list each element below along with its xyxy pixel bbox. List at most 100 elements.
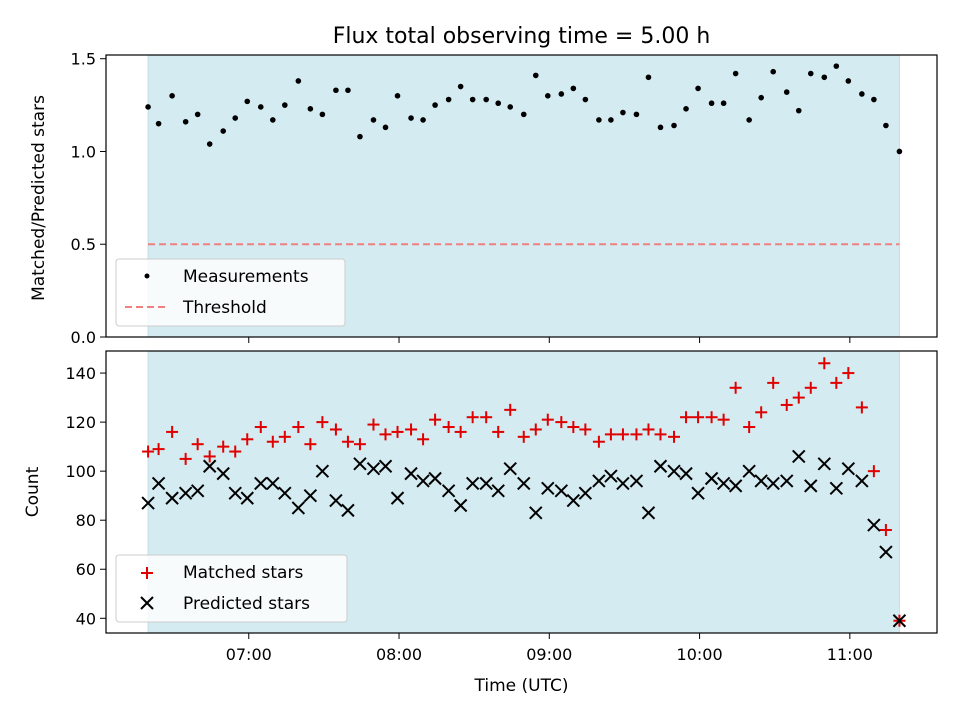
matched-star-point xyxy=(767,376,780,389)
predicted-star-point xyxy=(479,476,493,491)
predicted-star-point xyxy=(554,484,569,498)
predicted-star-point xyxy=(165,491,179,505)
matched-star-point xyxy=(541,413,554,426)
predicted-star-point xyxy=(879,545,893,559)
measurement-point xyxy=(544,93,551,99)
count-y-tick-label: 100 xyxy=(65,462,96,481)
measurement-point xyxy=(257,104,264,110)
matched-star-point xyxy=(792,391,805,404)
measurement-point xyxy=(182,118,189,125)
matched-star-point xyxy=(818,357,831,370)
count-legend: Matched stars Predicted stars xyxy=(115,554,348,623)
measurement-point xyxy=(145,104,151,110)
measurement-point xyxy=(244,98,251,105)
matched-star-point xyxy=(705,411,718,424)
measurement-point xyxy=(871,96,877,103)
measurement-point xyxy=(783,89,790,95)
predicted-star-point xyxy=(566,493,581,508)
measurement-point xyxy=(232,115,239,121)
matched-star-point xyxy=(592,435,605,448)
measurement-point xyxy=(357,133,363,140)
measurement-point xyxy=(695,85,701,92)
measurement-point xyxy=(333,87,339,94)
measurement-point xyxy=(720,100,727,107)
legend-measurements-label: Measurements xyxy=(183,267,309,287)
measurement-point xyxy=(370,117,377,123)
matched-star-point xyxy=(729,381,742,394)
predicted-star-point xyxy=(742,464,756,478)
predicted-star-point xyxy=(491,484,505,498)
measurement-point xyxy=(883,122,889,129)
predicted-star-point xyxy=(728,479,743,493)
matched-star-point xyxy=(142,445,155,458)
measurement-point xyxy=(708,100,715,107)
matched-star-point xyxy=(842,367,855,380)
predicted-star-point xyxy=(867,518,881,532)
count-y-tick-label: 140 xyxy=(65,364,96,383)
measurement-point xyxy=(833,63,840,69)
ratio-y-tick-label: 0.0 xyxy=(71,328,96,347)
predicted-star-point xyxy=(667,464,681,478)
measurement-point xyxy=(859,91,865,97)
matched-star-point xyxy=(266,435,279,448)
measurement-point xyxy=(807,70,814,77)
legend-threshold-label: Threshold xyxy=(182,298,267,318)
measurement-point xyxy=(795,107,802,114)
measurement-point xyxy=(270,117,276,123)
predicted-star-point xyxy=(441,484,456,498)
predicted-star-point xyxy=(616,476,630,491)
count-panel: 40 60 80 100 120 140 07:00 08:00 09:00 10:00 11:00 xyxy=(65,350,938,664)
ratio-legend: Measurements Threshold xyxy=(115,258,346,327)
predicted-star-point xyxy=(792,449,806,464)
predicted-star-point xyxy=(254,476,268,491)
predicted-star-point xyxy=(529,506,543,520)
matched-star-point xyxy=(879,524,892,537)
measurement-point xyxy=(220,128,227,134)
predicted-star-point xyxy=(190,484,205,498)
top-y-axis-label: Matched/Predicted stars xyxy=(29,95,49,301)
predicted-star-point xyxy=(679,466,693,481)
ratio-y-tick-label: 1.5 xyxy=(71,50,96,69)
legend-measurements-marker xyxy=(144,273,150,279)
predicted-star-point xyxy=(817,457,832,471)
matched-star-point xyxy=(780,398,793,411)
measurement-point xyxy=(469,96,476,103)
chart-title: Flux total observing time = 5.00 h xyxy=(333,24,711,49)
legend-predicted-label: Predicted stars xyxy=(183,594,310,614)
predicted-star-point xyxy=(329,493,343,508)
measurement-point xyxy=(295,78,302,84)
measurement-point xyxy=(520,111,527,118)
predicted-star-point xyxy=(303,488,318,503)
predicted-star-point xyxy=(841,461,856,476)
measurement-point xyxy=(345,87,351,94)
matched-star-point xyxy=(367,418,380,431)
predicted-star-point xyxy=(178,486,193,500)
matched-star-point xyxy=(241,433,254,446)
predicted-star-point xyxy=(503,461,517,476)
measurement-point xyxy=(445,96,452,103)
matched-star-point xyxy=(466,411,479,424)
ratio-y-tick-label: 1.0 xyxy=(71,142,96,161)
predicted-star-point xyxy=(216,466,230,481)
matched-star-point xyxy=(804,381,817,394)
x-tick-label: 08:00 xyxy=(376,645,422,664)
predicted-star-point xyxy=(780,474,794,488)
measurement-point xyxy=(558,91,565,97)
matched-star-point xyxy=(717,413,730,426)
predicted-star-point xyxy=(453,498,468,513)
measurement-point xyxy=(394,93,401,99)
predicted-star-point xyxy=(141,496,155,510)
predicted-star-point xyxy=(240,491,254,505)
measurement-point xyxy=(507,104,514,110)
matched-star-point xyxy=(529,423,542,436)
matched-star-point xyxy=(616,428,629,441)
matched-star-point xyxy=(166,425,179,438)
measurement-point xyxy=(582,96,589,103)
measurement-point xyxy=(671,122,677,129)
predicted-star-point xyxy=(804,479,818,493)
matched-star-point xyxy=(254,421,267,434)
matched-star-point xyxy=(278,430,291,443)
matched-star-point xyxy=(504,403,517,416)
predicted-star-point xyxy=(653,459,668,473)
